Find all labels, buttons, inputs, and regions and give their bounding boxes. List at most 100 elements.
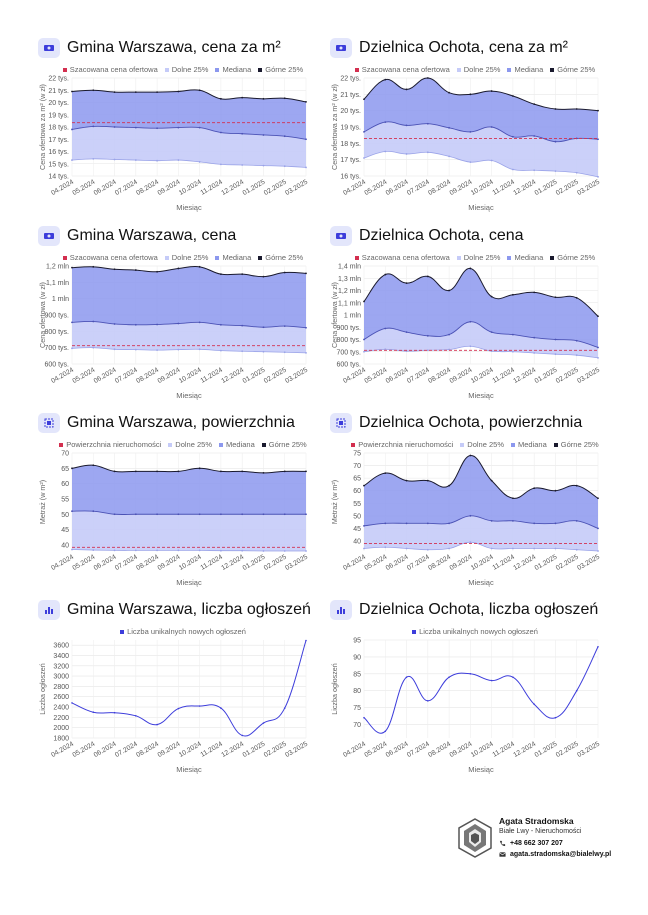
legend-item[interactable]: Górne 25% bbox=[258, 253, 303, 262]
legend-item[interactable]: Górne 25% bbox=[261, 440, 307, 449]
phone-link[interactable]: +48 662 307 207 bbox=[499, 840, 563, 847]
series-line-mediana bbox=[71, 125, 307, 140]
panel-icon-badge bbox=[330, 600, 352, 620]
point-dolne-25 bbox=[448, 547, 450, 550]
point-gorne-25 bbox=[198, 89, 201, 92]
panel-title-text: Gmina Warszawa, powierzchnia bbox=[67, 414, 295, 432]
point-dolne-25 bbox=[262, 350, 265, 353]
point-mediana bbox=[177, 126, 180, 129]
x-tick-label: 12.2024 bbox=[220, 179, 245, 197]
legend-item[interactable]: Dolne 25% bbox=[456, 253, 500, 262]
point-gorne-25 bbox=[71, 467, 73, 470]
legend-item[interactable]: Liczba unikalnych nowych ogłoszeń bbox=[120, 627, 246, 636]
x-tick-label: 11.2024 bbox=[200, 554, 225, 572]
point-dolne-25 bbox=[305, 351, 307, 354]
panel-title-location: Gmina Warszawa bbox=[67, 39, 193, 56]
x-tick-label: 06.2024 bbox=[385, 741, 410, 759]
legend-item[interactable]: Mediana bbox=[511, 440, 547, 449]
series-line-ogloszenia bbox=[71, 640, 307, 737]
grid bbox=[71, 640, 307, 739]
y-tick-label: 70 bbox=[61, 451, 69, 458]
legend-label: Górne 25% bbox=[268, 440, 307, 449]
x-tick-label: 11.2024 bbox=[200, 741, 225, 759]
legend-item[interactable]: Mediana bbox=[507, 65, 543, 74]
point-mediana bbox=[71, 321, 73, 324]
legend-item[interactable]: Dolne 25% bbox=[164, 65, 208, 74]
point-dolne-25 bbox=[426, 548, 429, 551]
email-link[interactable]: agata.stradomska@bialelwy.pl bbox=[499, 851, 611, 858]
x-tick-label: 02.2025 bbox=[263, 554, 288, 572]
x-tick-label: 01.2025 bbox=[242, 179, 267, 197]
legend-item[interactable]: Mediana bbox=[215, 65, 251, 74]
point-gorne-25 bbox=[220, 273, 222, 276]
legend-item[interactable]: Dolne 25% bbox=[460, 440, 504, 449]
point-dolne-25 bbox=[156, 549, 158, 552]
point-mediana bbox=[305, 513, 307, 516]
legend-item[interactable]: Mediana bbox=[219, 440, 255, 449]
legend-swatch bbox=[62, 67, 67, 72]
panel-title-metric: , cena bbox=[192, 227, 237, 244]
legend-item[interactable]: Powierzchnia nieruchomości bbox=[59, 440, 161, 449]
legend-item[interactable]: Mediana bbox=[507, 253, 543, 262]
x-tick-label: 07.2024 bbox=[406, 741, 431, 759]
point-dolne-25 bbox=[533, 352, 536, 354]
panel-title-metric: , cena za m² bbox=[479, 39, 568, 56]
legend-swatch bbox=[120, 629, 125, 634]
legend-swatch bbox=[351, 442, 356, 447]
band-upper-quartile bbox=[72, 465, 306, 515]
point-dolne-25 bbox=[469, 541, 472, 544]
point-dolne-25 bbox=[156, 349, 158, 352]
x-tick-label: 07.2024 bbox=[114, 554, 139, 572]
legend-label: Szacowana cena ofertowa bbox=[69, 253, 158, 262]
point-mediana bbox=[597, 346, 599, 349]
legend-label: Mediana bbox=[518, 440, 547, 449]
y-tick-label: 55 bbox=[353, 501, 361, 508]
x-tick-label: 08.2024 bbox=[135, 367, 160, 385]
legend-item[interactable]: Liczba unikalnych nowych ogłoszeń bbox=[412, 627, 538, 636]
legend-item[interactable]: Szacowana cena ofertowa bbox=[354, 65, 450, 74]
point-dolne-25 bbox=[220, 549, 222, 552]
legend-item[interactable]: Dolne 25% bbox=[164, 253, 208, 262]
y-tick-label: 45 bbox=[61, 527, 69, 534]
x-tick-label: 01.2025 bbox=[534, 179, 559, 197]
legend-item[interactable]: Górne 25% bbox=[258, 65, 303, 74]
legend-item[interactable]: Dolne 25% bbox=[456, 65, 500, 74]
chart-svg: 40 45 50 55 60 65 70 04.202405.202406.202407.20… bbox=[38, 451, 309, 588]
legend-item[interactable]: Mediana bbox=[215, 253, 251, 262]
x-tick-label: 10.2024 bbox=[178, 179, 203, 197]
y-tick-label: 85 bbox=[353, 671, 361, 678]
grid bbox=[363, 639, 599, 738]
point-mediana bbox=[512, 519, 514, 522]
x-tick-label: 11.2024 bbox=[200, 179, 225, 197]
panel-icon-badge bbox=[38, 226, 60, 246]
point-ogloszenia bbox=[448, 676, 450, 678]
legend-item[interactable]: Górne 25% bbox=[550, 65, 595, 74]
y-tick-label: 3400 bbox=[53, 653, 69, 660]
legend-item[interactable]: Powierzchnia nieruchomości bbox=[351, 440, 453, 449]
legend-item[interactable]: Dolne 25% bbox=[168, 440, 212, 449]
point-ogloszenia bbox=[135, 715, 137, 717]
x-tick-label: 11.2024 bbox=[492, 179, 517, 197]
point-mediana bbox=[283, 513, 286, 516]
point-gorne-25 bbox=[363, 98, 365, 101]
legend-item[interactable]: Szacowana cena ofertowa bbox=[354, 253, 450, 262]
x-tick-label: 03.2025 bbox=[284, 367, 309, 385]
legend-item[interactable]: Górne 25% bbox=[553, 440, 599, 449]
x-axis-label: Miesiąc bbox=[468, 391, 494, 400]
x-tick-label: 09.2024 bbox=[157, 554, 182, 572]
y-tick-label: 1 mln bbox=[52, 296, 69, 303]
legend-swatch bbox=[460, 442, 465, 447]
legend-item[interactable]: Szacowana cena ofertowa bbox=[62, 253, 158, 262]
point-dolne-25 bbox=[113, 158, 116, 161]
x-tick-label: 09.2024 bbox=[449, 741, 474, 759]
series-line-dolne-25 bbox=[363, 541, 599, 552]
series-line-dolne-25 bbox=[363, 150, 599, 178]
point-dolne-25 bbox=[305, 166, 307, 169]
x-tick-label: 08.2024 bbox=[135, 179, 160, 197]
x-tick-label: 03.2025 bbox=[284, 554, 309, 572]
legend-item[interactable]: Górne 25% bbox=[550, 253, 595, 262]
y-tick-label: 1,2 mln bbox=[338, 288, 361, 295]
point-mediana bbox=[533, 135, 536, 137]
legend-item[interactable]: Szacowana cena ofertowa bbox=[62, 65, 158, 74]
x-tick-label: 03.2025 bbox=[576, 179, 601, 197]
